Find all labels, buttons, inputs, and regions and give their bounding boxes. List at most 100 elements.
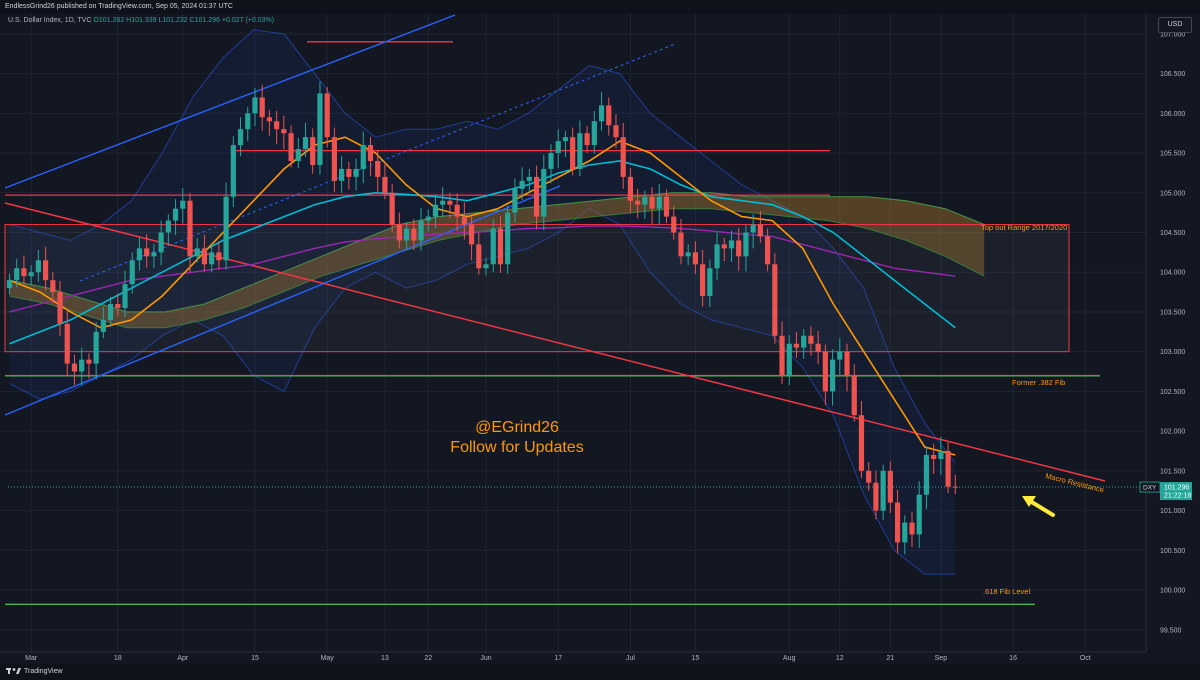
candle xyxy=(548,144,554,184)
candle-body xyxy=(707,268,713,297)
candle xyxy=(216,241,222,270)
candle-body xyxy=(844,351,850,376)
candle xyxy=(461,202,467,240)
candle xyxy=(837,338,843,375)
candle-body xyxy=(266,117,273,122)
price-axis-bg xyxy=(1146,14,1200,652)
candle-body xyxy=(772,264,778,336)
time-tick-label: 18 xyxy=(114,655,122,662)
candle-body xyxy=(28,272,34,277)
candle-body xyxy=(274,121,280,130)
candle-body xyxy=(490,228,496,265)
candle-body xyxy=(916,494,922,535)
candle xyxy=(916,481,922,548)
candle-body xyxy=(209,252,215,265)
candle xyxy=(736,227,742,271)
candle xyxy=(187,193,193,273)
candle xyxy=(584,126,590,154)
time-tick-label: May xyxy=(321,655,335,662)
price-tick-label: 100.500 xyxy=(1160,548,1185,555)
currency-button[interactable]: USD xyxy=(1158,17,1192,33)
candle-body xyxy=(375,160,381,177)
candle-body xyxy=(562,137,569,142)
candle xyxy=(649,187,655,224)
candle xyxy=(750,214,756,249)
candle xyxy=(793,331,800,359)
handle-text: @EGrind26 xyxy=(475,419,559,436)
candle xyxy=(21,255,27,285)
candle xyxy=(245,106,251,142)
candle-body xyxy=(533,176,540,217)
candle-body xyxy=(404,228,410,241)
time-tick-label: Jul xyxy=(626,655,635,662)
candle-body xyxy=(432,204,439,217)
candle xyxy=(266,110,273,136)
price-badge-value: 101.296 xyxy=(1164,485,1189,492)
candle xyxy=(519,167,525,200)
candle-body xyxy=(931,454,937,459)
candle-body xyxy=(598,105,605,122)
candle-body xyxy=(757,224,763,237)
candle xyxy=(880,464,886,521)
candle xyxy=(389,184,395,232)
candle-body xyxy=(245,113,251,130)
candle-body xyxy=(281,129,287,134)
candle xyxy=(483,257,489,276)
price-axis[interactable]: 99.500 100.000 100.500 101.000 101.500 102.00… xyxy=(1139,14,1200,652)
candle xyxy=(707,259,713,308)
macro-resistance-label: Macro Resistance xyxy=(1045,471,1105,494)
candles xyxy=(6,81,958,555)
candle-body xyxy=(107,304,114,320)
candle-body xyxy=(526,176,532,181)
candle xyxy=(367,137,374,177)
candle xyxy=(165,214,171,246)
candle xyxy=(331,127,337,192)
candle xyxy=(107,296,114,328)
candle xyxy=(844,343,850,392)
tradingview-logo-icon xyxy=(6,668,21,675)
candle-body xyxy=(721,244,727,249)
price-tick-label: 99.500 xyxy=(1160,627,1182,634)
candle-body xyxy=(122,284,128,308)
candle xyxy=(418,207,424,251)
candle xyxy=(43,246,49,291)
candle-body xyxy=(252,97,258,114)
candle xyxy=(50,272,56,304)
candle xyxy=(851,364,857,422)
candle xyxy=(129,252,135,294)
candle xyxy=(382,162,388,200)
candle-body xyxy=(779,335,785,376)
candle xyxy=(86,353,92,379)
candle-body xyxy=(172,208,179,221)
former-382-label: Former .382 Fib xyxy=(1012,378,1065,387)
candle-body xyxy=(858,415,865,471)
candle xyxy=(952,474,958,495)
candle xyxy=(230,136,236,208)
published-header: EndlessGrind26 published on TradingView.… xyxy=(0,0,1200,14)
candle-body xyxy=(21,268,27,277)
candle xyxy=(526,168,532,193)
candle xyxy=(302,122,309,158)
candle-body xyxy=(541,168,547,217)
candle-body xyxy=(923,454,930,495)
candle-body xyxy=(570,137,576,169)
candle-body xyxy=(230,145,236,197)
candle xyxy=(288,125,294,168)
candle-body xyxy=(909,522,915,535)
price-tick-label: 102.500 xyxy=(1160,389,1185,396)
candle-body xyxy=(129,260,135,285)
brand[interactable]: TradingView xyxy=(6,664,63,680)
annotations: @EGrind26 Follow for Updates Top out Range… xyxy=(450,223,1105,596)
candle-body xyxy=(649,196,655,209)
candle-body xyxy=(360,145,366,169)
candle-body xyxy=(743,232,749,257)
candle-body xyxy=(822,351,828,392)
candle xyxy=(700,249,706,307)
candle xyxy=(598,91,605,131)
time-axis[interactable]: Mar 18 Apr 15 May 13 22 Jun 17 Jul 15 Aug 12 21 Sep 16 O… xyxy=(0,651,1200,664)
candle-body xyxy=(367,145,374,161)
time-tick-label: Oct xyxy=(1080,655,1091,662)
candle-body xyxy=(894,502,901,543)
candle-body xyxy=(35,260,41,273)
